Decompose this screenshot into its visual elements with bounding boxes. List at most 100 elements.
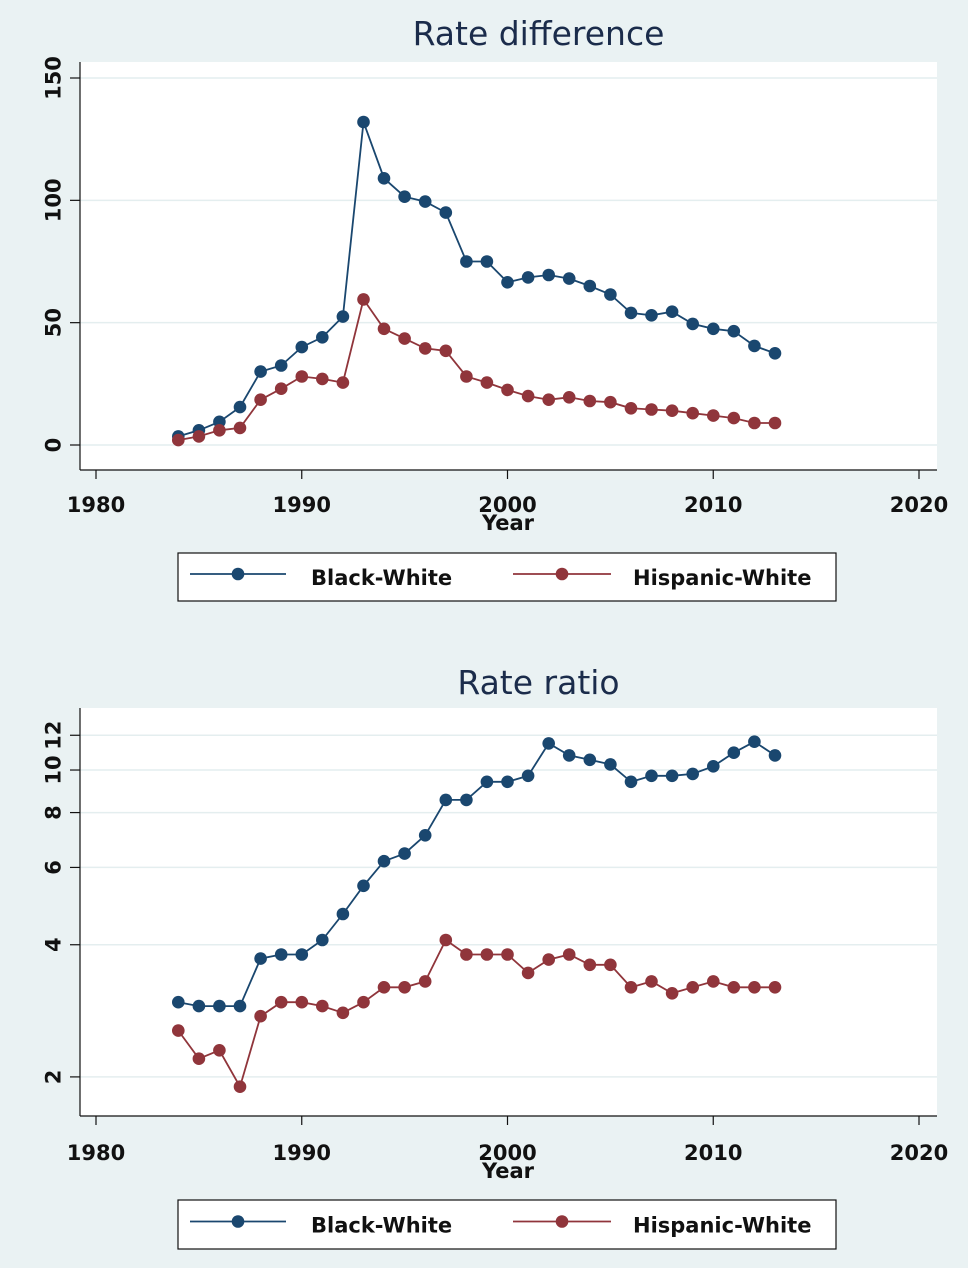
data-point (707, 760, 720, 773)
data-point (233, 999, 247, 1013)
data-point (748, 735, 761, 748)
data-point (501, 775, 514, 789)
data-point (418, 195, 432, 208)
data-point (748, 339, 761, 353)
data-point (542, 737, 555, 750)
data-point (604, 958, 617, 972)
data-point (295, 340, 309, 354)
data-point (727, 324, 741, 338)
data-point (192, 999, 206, 1013)
x-tick-label: 1990 (273, 493, 331, 517)
data-point (501, 948, 514, 961)
data-point (501, 276, 514, 289)
data-point (727, 411, 741, 425)
y-tick-label: 6 (41, 860, 65, 875)
data-point (645, 769, 658, 783)
data-point (583, 394, 597, 408)
data-point (316, 372, 329, 386)
data-point (521, 769, 535, 783)
data-point (336, 376, 350, 389)
data-point (295, 948, 309, 961)
legend-marker (555, 1215, 569, 1228)
data-point (707, 322, 720, 336)
data-point (727, 746, 741, 759)
data-point (748, 981, 761, 994)
data-point (480, 948, 494, 961)
data-point (439, 793, 453, 807)
data-point (439, 344, 453, 358)
data-point (460, 948, 473, 961)
data-point (192, 1052, 206, 1065)
data-point (686, 317, 699, 331)
data-point (707, 975, 720, 988)
legend-marker (231, 567, 245, 581)
data-point (480, 255, 494, 268)
legend-box (177, 552, 837, 602)
data-point (295, 370, 309, 383)
data-point (418, 829, 432, 842)
data-point (377, 322, 391, 336)
data-point (274, 382, 288, 396)
y-tick-label: 150 (41, 56, 65, 100)
data-point (357, 995, 370, 1009)
data-point (357, 879, 370, 893)
data-point (665, 404, 679, 418)
x-tick-label: 2000 (478, 493, 536, 517)
data-point (542, 953, 555, 966)
legend-marker (555, 567, 569, 581)
data-point (233, 1080, 247, 1093)
data-point (172, 1024, 185, 1037)
data-point (665, 769, 679, 783)
data-point (336, 310, 350, 323)
data-point (316, 933, 329, 947)
data-point (254, 952, 267, 965)
data-point (768, 981, 782, 994)
data-point (336, 1006, 350, 1020)
data-point (562, 391, 576, 404)
data-point (665, 987, 679, 1000)
data-point (254, 365, 267, 378)
y-tick-label: 100 (41, 178, 65, 222)
y-tick-label: 12 (41, 721, 65, 750)
data-point (604, 758, 617, 771)
data-point (542, 393, 555, 407)
data-point (707, 409, 720, 422)
data-point (213, 999, 226, 1013)
data-point (480, 376, 494, 389)
data-point (377, 981, 391, 994)
data-point (439, 933, 453, 947)
data-point (213, 424, 226, 437)
data-point (521, 966, 535, 980)
x-tick-label: 2000 (478, 1141, 536, 1165)
legend-label: Black-White (311, 566, 452, 590)
y-tick-label: 2 (41, 1070, 65, 1085)
data-point (398, 847, 411, 860)
data-point (748, 416, 761, 430)
data-point (172, 995, 185, 1009)
legend: Black-White Hispanic-White (177, 552, 837, 602)
chart-1: Rate ratio 2 4 6 8 10 12 1980 1990 2000 2010 2020 Ye… (41, 663, 948, 1250)
data-point (562, 272, 576, 285)
data-point (624, 775, 638, 789)
data-point (521, 271, 535, 284)
data-point (357, 293, 370, 306)
data-point (562, 749, 576, 762)
x-tick-label: 2010 (684, 493, 742, 517)
data-point (583, 279, 597, 293)
data-point (583, 958, 597, 972)
data-point (727, 981, 741, 994)
chart-title: Rate difference (413, 14, 665, 53)
chart-title: Rate ratio (457, 663, 619, 702)
data-point (624, 981, 638, 994)
legend-marker (231, 1215, 245, 1228)
data-point (254, 393, 267, 407)
data-point (768, 749, 782, 762)
y-tick-label: 50 (41, 308, 65, 337)
data-point (254, 1009, 267, 1023)
data-point (336, 907, 350, 921)
legend-label: Hispanic-White (633, 1214, 811, 1238)
legend: Black-White Hispanic-White (177, 1199, 837, 1250)
data-point (398, 332, 411, 345)
data-point (274, 995, 288, 1009)
data-point (645, 309, 658, 322)
